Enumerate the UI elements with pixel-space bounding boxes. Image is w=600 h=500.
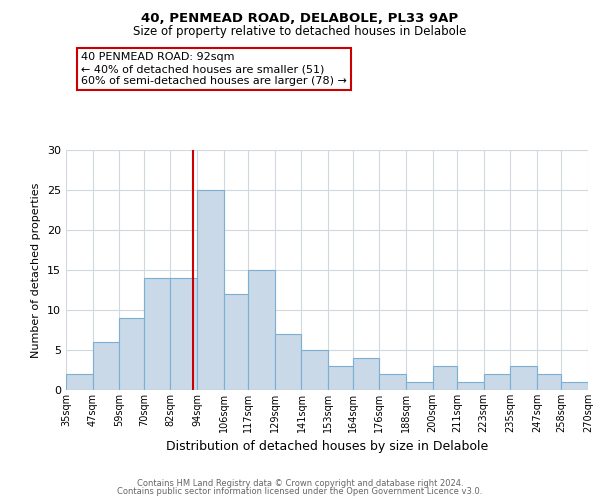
Text: Contains HM Land Registry data © Crown copyright and database right 2024.: Contains HM Land Registry data © Crown c… xyxy=(137,478,463,488)
Bar xyxy=(248,270,275,390)
Bar xyxy=(328,366,353,390)
Bar xyxy=(197,190,224,390)
Bar xyxy=(353,358,379,390)
Bar xyxy=(433,366,457,390)
Bar xyxy=(224,294,248,390)
Text: Contains public sector information licensed under the Open Government Licence v3: Contains public sector information licen… xyxy=(118,487,482,496)
Bar xyxy=(66,374,92,390)
Bar xyxy=(406,382,433,390)
Bar xyxy=(537,374,562,390)
Bar xyxy=(275,334,301,390)
X-axis label: Distribution of detached houses by size in Delabole: Distribution of detached houses by size … xyxy=(166,440,488,454)
Y-axis label: Number of detached properties: Number of detached properties xyxy=(31,182,41,358)
Bar xyxy=(144,278,170,390)
Bar xyxy=(301,350,328,390)
Bar xyxy=(484,374,510,390)
Bar xyxy=(92,342,119,390)
Text: 40, PENMEAD ROAD, DELABOLE, PL33 9AP: 40, PENMEAD ROAD, DELABOLE, PL33 9AP xyxy=(142,12,458,26)
Text: Size of property relative to detached houses in Delabole: Size of property relative to detached ho… xyxy=(133,25,467,38)
Bar xyxy=(170,278,197,390)
Bar xyxy=(119,318,144,390)
Bar xyxy=(510,366,537,390)
Bar xyxy=(457,382,484,390)
Bar xyxy=(379,374,406,390)
Bar xyxy=(562,382,588,390)
Text: 40 PENMEAD ROAD: 92sqm
← 40% of detached houses are smaller (51)
60% of semi-det: 40 PENMEAD ROAD: 92sqm ← 40% of detached… xyxy=(81,52,347,86)
